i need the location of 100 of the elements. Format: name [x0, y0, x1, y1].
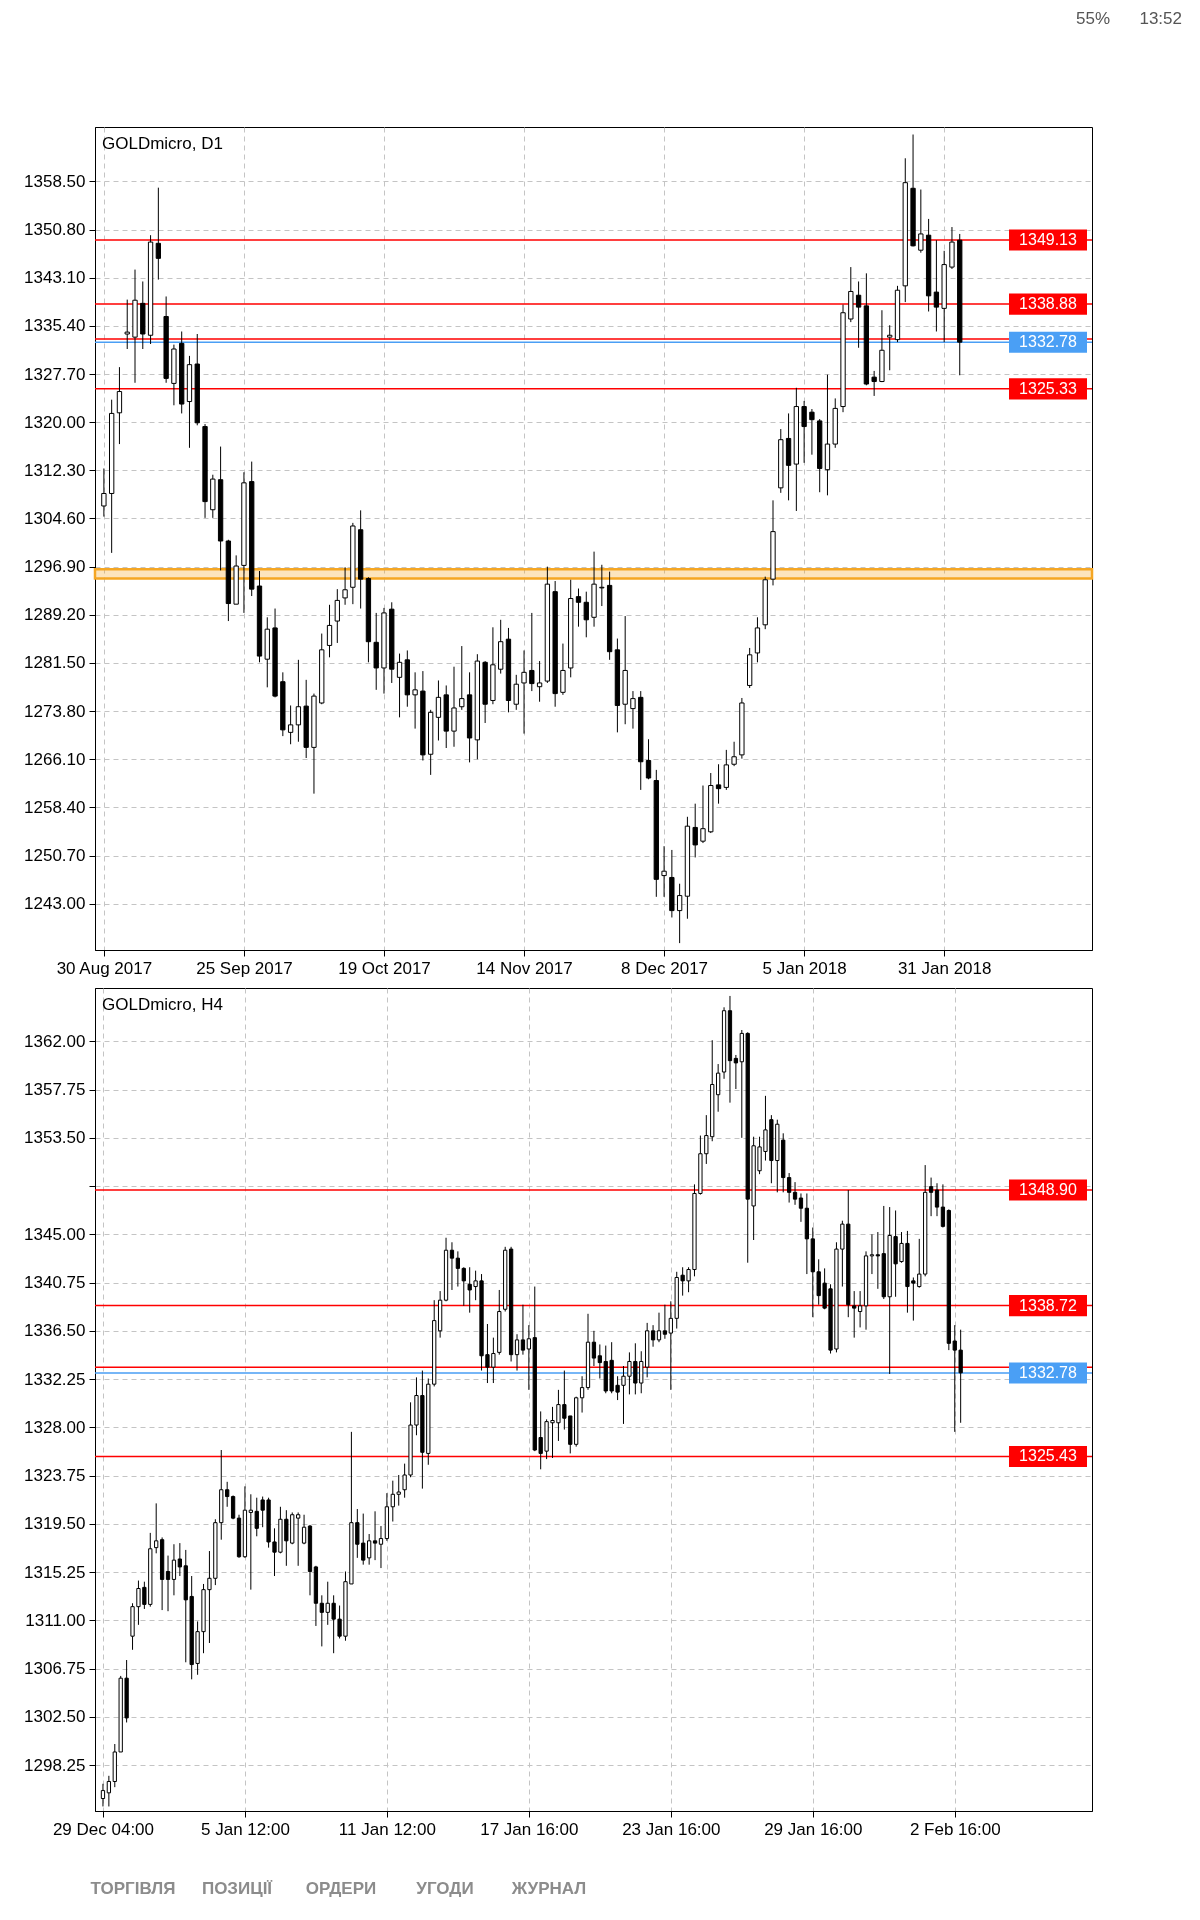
candlestick — [809, 408, 815, 456]
candlestick — [656, 1312, 662, 1343]
text: 55% — [1075, 9, 1110, 28]
x-tick-label: 14 Nov 2017 — [476, 958, 573, 978]
candlestick — [435, 679, 442, 741]
text: ЖУРНАЛ — [510, 1879, 587, 1898]
candlestick — [855, 280, 862, 349]
ref-line-label: 1325.43 — [1019, 1447, 1078, 1465]
candlestick — [116, 366, 123, 445]
candlestick — [723, 749, 729, 791]
text: ПОЗИЦІЇ — [201, 1879, 274, 1898]
candlestick — [801, 400, 807, 464]
candlestick — [513, 674, 519, 711]
y-tick-label: 1332.25 — [24, 1369, 86, 1389]
y-tick-label: 1281.50 — [24, 653, 86, 673]
candlestick — [378, 1525, 384, 1569]
candlestick — [154, 1502, 159, 1554]
candlestick — [520, 1304, 526, 1356]
candlestick — [692, 803, 698, 858]
candlestick — [459, 645, 465, 711]
candlestick — [412, 671, 418, 730]
text: ОРДЕРИ — [305, 1879, 377, 1898]
ref-line-label: 1325.33 — [1019, 379, 1078, 397]
y-tick-label: 1258.40 — [24, 797, 86, 817]
y-tick-label: 1345.00 — [24, 1224, 86, 1244]
text: ТОРГІВЛЯ — [90, 1879, 176, 1898]
candlestick — [301, 1514, 307, 1545]
x-tick-label: 19 Oct 2017 — [338, 958, 431, 978]
y-tick-label: 1273.80 — [24, 701, 86, 721]
x-tick-label: 23 Jan 16:00 — [622, 1819, 721, 1839]
y-tick-label: 1250.70 — [24, 846, 86, 866]
candlestick — [798, 1192, 804, 1223]
y-tick-label: 1312.30 — [24, 460, 86, 480]
chart-title: GOLDmicro, D1 — [102, 134, 223, 153]
y-tick-label: 1362.00 — [24, 1031, 86, 1051]
candlestick — [326, 604, 333, 658]
candlestick — [857, 1290, 863, 1328]
y-tick-label: 1353.50 — [24, 1128, 86, 1148]
y-tick-label: 1311.00 — [25, 1610, 86, 1630]
y-tick-label: 1336.50 — [24, 1321, 86, 1341]
candlestick — [661, 845, 667, 898]
chart-title: GOLDmicro, H4 — [102, 995, 223, 1014]
x-tick-label: 8 Dec 2017 — [621, 958, 709, 978]
candlestick — [396, 653, 403, 718]
y-tick-label: 1302.50 — [24, 1707, 86, 1727]
candlestick — [933, 239, 940, 332]
y-tick-label: 1358.50 — [24, 171, 86, 191]
y-tick-label: 1340.75 — [24, 1273, 86, 1293]
candlestick — [101, 467, 107, 518]
y-tick-label: 1320.00 — [24, 412, 86, 432]
candlestick — [165, 1555, 171, 1612]
ref-line-label: 1338.72 — [1019, 1296, 1078, 1314]
y-tick-label: 1298.25 — [24, 1755, 86, 1775]
ref-line-label: 1349.13 — [1019, 231, 1078, 249]
y-tick-label: 1266.10 — [24, 749, 86, 769]
ref-line-label: 1332.78 — [1019, 333, 1078, 351]
candlestick — [700, 785, 706, 844]
ref-line-label: 1348.90 — [1019, 1181, 1078, 1199]
candlestick — [287, 704, 294, 745]
candlestick — [536, 660, 543, 703]
x-tick-label: 2 Feb 16:00 — [909, 1819, 1001, 1839]
candlestick — [940, 1183, 946, 1229]
candlestick — [583, 591, 589, 638]
x-tick-label: 25 Sep 2017 — [196, 958, 293, 978]
candlestick — [451, 666, 457, 748]
x-tick-label: 5 Jan 12:00 — [200, 1819, 290, 1839]
candlestick — [124, 299, 130, 350]
x-tick-label: 29 Dec 04:00 — [52, 1819, 155, 1839]
candlestick — [630, 690, 636, 730]
candlestick — [662, 1304, 668, 1340]
y-tick-label: 1289.20 — [24, 605, 86, 625]
y-tick-label: 1296.90 — [24, 557, 86, 577]
candlestick — [934, 1182, 940, 1217]
candlestick — [599, 564, 605, 607]
text: УГОДИ — [416, 1879, 474, 1898]
candlestick — [342, 566, 348, 606]
text: 13:52 — [1139, 9, 1182, 28]
candlestick — [928, 1177, 934, 1217]
candlestick — [650, 1324, 656, 1348]
x-tick-label: 31 Jan 2018 — [897, 958, 992, 978]
candlestick — [334, 588, 340, 644]
candlestick — [514, 1333, 520, 1372]
candlestick — [560, 643, 566, 696]
y-tick-label: 1315.25 — [24, 1562, 86, 1582]
candlestick — [529, 612, 535, 692]
candlestick — [579, 1375, 585, 1414]
x-tick-label: 30 Aug 2017 — [56, 958, 153, 978]
y-tick-label: 1327.70 — [24, 364, 86, 384]
candlestick — [715, 763, 722, 805]
candlestick — [733, 1054, 739, 1090]
y-tick-label: 1328.00 — [24, 1417, 86, 1437]
candlestick — [676, 883, 683, 944]
y-tick-label: 1319.50 — [24, 1514, 86, 1534]
y-tick-label: 1306.75 — [24, 1659, 86, 1679]
y-tick-label: 1304.60 — [24, 508, 86, 528]
candlestick — [645, 738, 652, 780]
candlestick — [887, 324, 893, 371]
candlestick — [100, 1783, 106, 1807]
x-tick-label: 29 Jan 16:00 — [764, 1819, 863, 1839]
x-tick-label: 11 Jan 12:00 — [338, 1819, 436, 1839]
